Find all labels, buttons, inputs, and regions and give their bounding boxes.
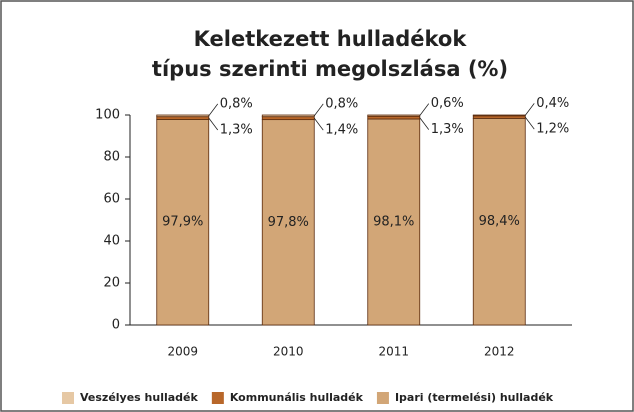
y-tick-label: 60 [103, 192, 120, 207]
legend-label: Ipari (termelési) hulladék [395, 391, 554, 404]
chart-subtitle: típus szerinti megolszlása (%) [152, 57, 508, 81]
data-label: 0,8% [325, 96, 358, 111]
data-label: 98,4% [479, 214, 520, 229]
leader-line [524, 116, 535, 130]
y-tick-label: 40 [103, 234, 120, 249]
data-label: 97,9% [162, 215, 203, 230]
y-tick-label: 100 [95, 108, 120, 123]
bar-segment [472, 117, 526, 326]
legend-label: Kommunális hulladék [230, 391, 364, 404]
bar-segment [367, 115, 421, 120]
y-tick-label: 20 [103, 276, 120, 291]
data-label: 1,2% [536, 122, 569, 137]
bar-segment [261, 119, 315, 326]
bar-segment [156, 116, 210, 120]
data-label: 1,4% [325, 123, 358, 138]
leader-line [524, 103, 535, 116]
data-label: 1,3% [220, 123, 253, 138]
data-label: 0,4% [536, 96, 569, 111]
data-label: 98,1% [373, 214, 414, 229]
data-label: 97,8% [268, 215, 309, 230]
leader-line [208, 103, 219, 117]
data-label: 0,8% [220, 96, 253, 111]
y-tick-label: 80 [103, 150, 120, 165]
leader-line [313, 103, 324, 117]
legend-swatch [62, 392, 74, 404]
bar-segment [261, 116, 315, 121]
bar-segment [472, 114, 526, 117]
bar-segment [261, 114, 315, 118]
x-tick-label: 2011 [378, 345, 409, 359]
leader-line [419, 103, 430, 116]
x-tick-label: 2009 [167, 345, 198, 359]
x-tick-label: 2012 [484, 345, 515, 359]
data-label: 0,6% [431, 96, 464, 111]
y-tick-label: 0 [112, 318, 120, 333]
leader-line [208, 117, 219, 131]
legend-swatch [211, 392, 224, 404]
bar-segment [367, 114, 421, 117]
data-label: 1,3% [431, 122, 464, 137]
bar-segment [156, 119, 210, 326]
legend-swatch [376, 392, 389, 404]
leader-line [313, 117, 324, 131]
chart-title: Keletkezett hulladékok [194, 27, 468, 51]
legend-label: Veszélyes hulladék [80, 391, 199, 404]
leader-line [419, 117, 430, 130]
x-tick-label: 2010 [273, 345, 304, 359]
bar-segment [156, 114, 210, 118]
